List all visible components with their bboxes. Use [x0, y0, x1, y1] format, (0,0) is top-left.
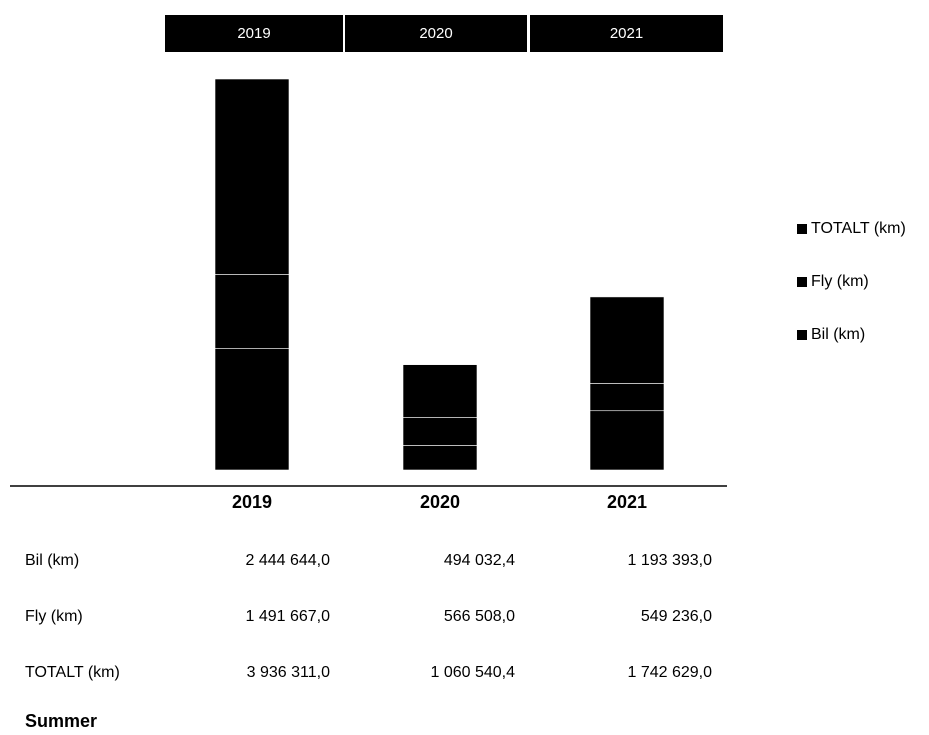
header-cell: [530, 15, 723, 52]
header-label: 2020: [419, 25, 452, 42]
bar-segment: [402, 417, 478, 446]
header-cell: [345, 15, 527, 52]
row-label: Fly (km): [25, 608, 83, 625]
header-label: 2019: [237, 25, 270, 42]
cell-value: 1 193 393,0: [627, 552, 712, 569]
header-cell: [165, 15, 343, 52]
bar-segment: [589, 296, 665, 384]
column-header: 2019: [232, 492, 272, 512]
legend-label: TOTALT (km): [811, 220, 906, 237]
bar-segment: [402, 364, 478, 418]
row-label: TOTALT (km): [25, 664, 120, 681]
cell-value: 494 032,4: [444, 552, 515, 569]
bar-segment: [589, 383, 665, 412]
legend-label: Bil (km): [811, 326, 865, 343]
cell-value: 1 060 540,4: [430, 664, 515, 681]
legend-swatch: [797, 277, 807, 287]
chart-title: Summer: [25, 711, 97, 731]
cell-value: 566 508,0: [444, 608, 515, 625]
bar-segment: [402, 445, 478, 471]
row-label: Bil (km): [25, 552, 79, 569]
bar-segment: [214, 348, 290, 471]
cell-value: 3 936 311,0: [247, 664, 330, 681]
header-label: 2021: [610, 25, 643, 42]
cell-value: 1 491 667,0: [245, 608, 330, 625]
legend-label: Fly (km): [811, 273, 869, 290]
legend-swatch: [797, 224, 807, 234]
cell-value: 1 742 629,0: [627, 664, 712, 681]
column-header: 2020: [420, 492, 460, 512]
legend-swatch: [797, 330, 807, 340]
bar-segment: [589, 410, 665, 471]
cell-value: 549 236,0: [641, 608, 712, 625]
bar-segment: [214, 274, 290, 349]
column-header: 2021: [607, 492, 647, 512]
cell-value: 2 444 644,0: [245, 552, 330, 569]
bar-segment: [214, 78, 290, 275]
